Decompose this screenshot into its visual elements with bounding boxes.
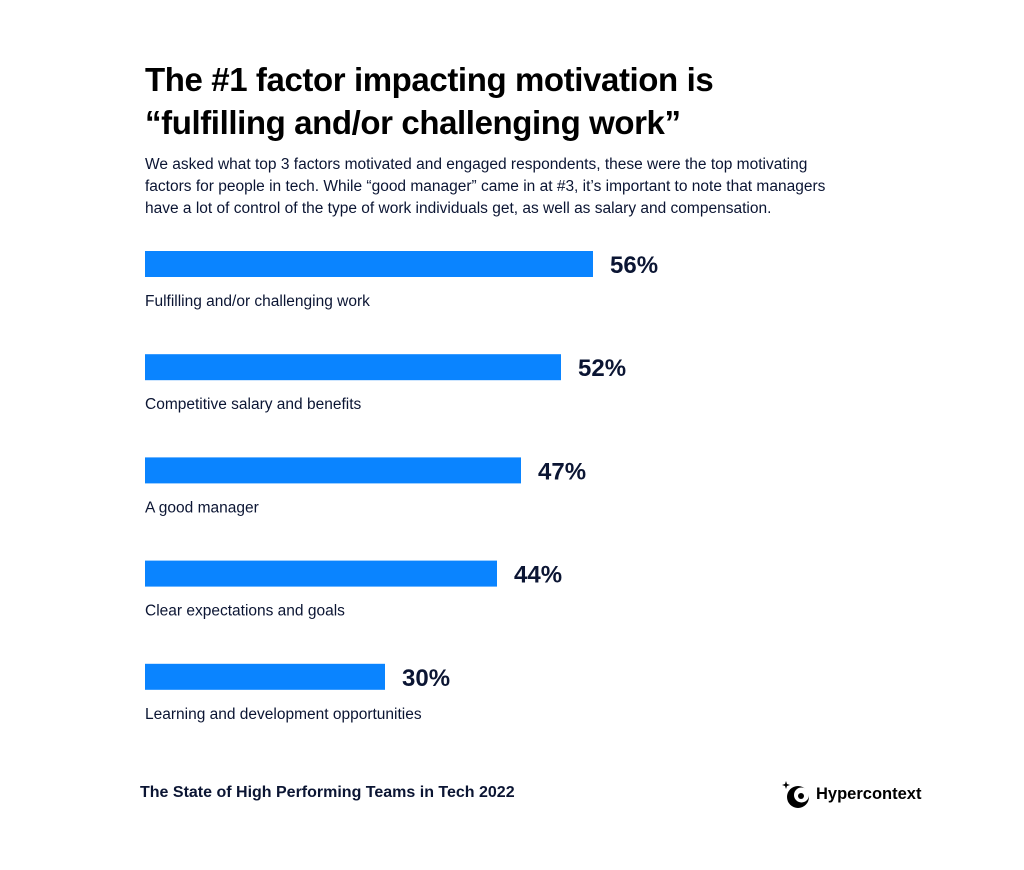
brand-name: Hypercontext [816, 784, 922, 803]
chart-subtitle: We asked what top 3 factors motivated an… [145, 154, 925, 220]
chart-subtitle-line-1: We asked what top 3 factors motivated an… [145, 156, 808, 173]
category-label-5: Learning and development opportunities [145, 706, 422, 723]
value-label-4: 44% [514, 562, 562, 589]
bar-1 [145, 251, 593, 277]
chart-subtitle-line-3: have a lot of control of the type of wor… [145, 200, 772, 217]
value-label-3: 47% [538, 458, 586, 485]
chart-title: The #1 factor impacting motivation is “f… [145, 58, 905, 144]
chart-subtitle-line-2: factors for people in tech. While “good … [145, 178, 826, 195]
value-label-5: 30% [402, 665, 450, 692]
category-label-3: A good manager [145, 499, 259, 516]
brand: Hypercontext [782, 778, 921, 810]
bar-4 [145, 560, 497, 587]
report-source: The State of High Performing Teams in Te… [140, 784, 515, 801]
category-label-1: Fulfilling and/or challenging work [145, 293, 370, 310]
chart-title-line-1: The #1 factor impacting motivation is [145, 61, 714, 98]
category-label-2: Competitive salary and benefits [145, 396, 362, 413]
value-label-1: 56% [610, 252, 658, 279]
value-label-2: 52% [578, 355, 626, 382]
bar-3 [145, 457, 521, 484]
bar-5 [145, 663, 385, 690]
category-label-4: Clear expectations and goals [145, 603, 345, 620]
chart-title-line-2: “fulfilling and/or challenging work” [145, 104, 681, 141]
bar-2 [145, 354, 561, 381]
hypercontext-logo-icon [782, 781, 809, 808]
